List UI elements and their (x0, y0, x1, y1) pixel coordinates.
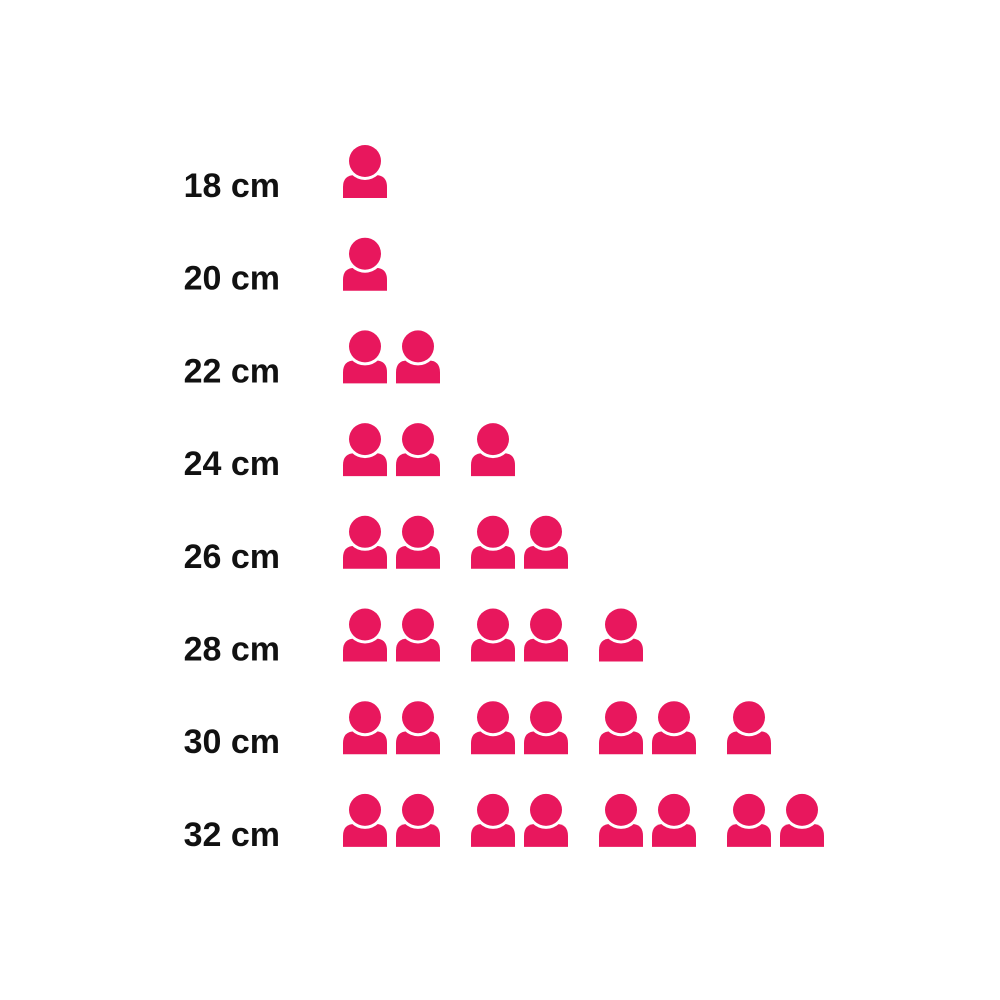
person-icon (599, 698, 643, 755)
person-icon (396, 698, 440, 755)
person-icon (524, 512, 568, 569)
person-icon (652, 698, 696, 755)
person-icon (524, 790, 568, 847)
person-icon (599, 790, 643, 847)
category-label: 22 cm (184, 352, 280, 390)
person-icon (343, 698, 387, 755)
chart-row: 32 cm (184, 790, 824, 854)
person-icon (599, 605, 643, 662)
person-icon (652, 790, 696, 847)
chart-row: 28 cm (184, 605, 643, 669)
person-icon (343, 512, 387, 569)
person-icon (524, 605, 568, 662)
person-icon (343, 327, 387, 384)
person-icon (343, 605, 387, 662)
person-icon (471, 698, 515, 755)
category-label: 26 cm (184, 538, 280, 576)
chart-row: 24 cm (184, 420, 515, 483)
person-icon (727, 790, 771, 847)
person-icon (524, 698, 568, 755)
chart-row: 30 cm (184, 698, 771, 761)
person-icon (396, 420, 440, 477)
category-label: 20 cm (184, 260, 280, 298)
chart-row: 22 cm (184, 327, 440, 390)
person-icon (471, 605, 515, 662)
person-icon (343, 420, 387, 477)
person-icon (471, 790, 515, 847)
person-icon (727, 698, 771, 755)
person-icon (396, 790, 440, 847)
person-icon (780, 790, 824, 847)
person-icon (471, 420, 515, 477)
category-label: 18 cm (184, 167, 280, 205)
category-label: 24 cm (184, 445, 280, 483)
person-icon (396, 327, 440, 384)
chart-row: 18 cm (184, 142, 387, 205)
person-icon (471, 512, 515, 569)
person-icon (343, 234, 387, 291)
category-label: 30 cm (184, 723, 280, 761)
person-icon (396, 605, 440, 662)
category-label: 28 cm (184, 631, 280, 669)
person-icon (396, 512, 440, 569)
category-label: 32 cm (184, 816, 280, 854)
person-icon (343, 142, 387, 198)
chart-row: 26 cm (184, 512, 568, 576)
person-icon (343, 790, 387, 847)
chart-row: 20 cm (184, 234, 387, 298)
